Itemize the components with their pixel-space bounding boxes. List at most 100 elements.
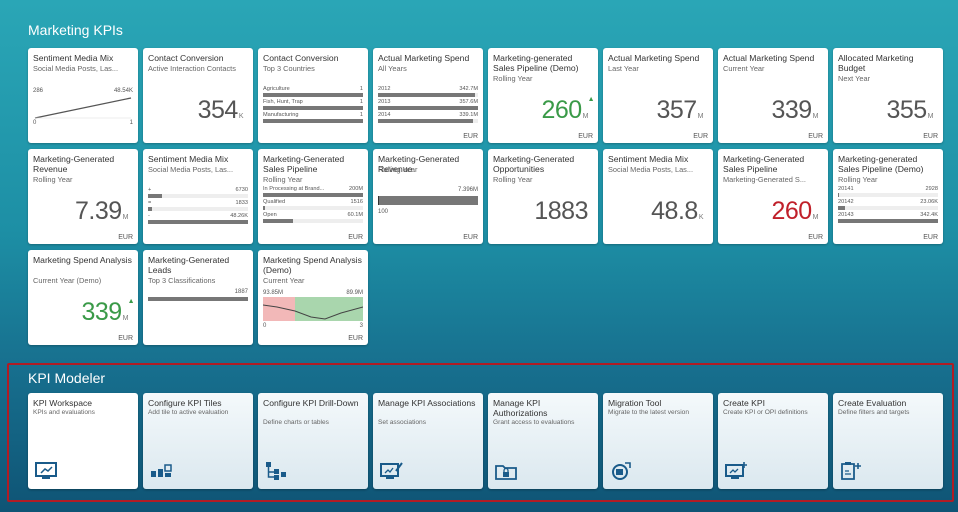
tile-subtitle: Top 3 Classifications	[148, 276, 216, 285]
bar-list: In Processing at Brand... 200M Qualified 1…	[263, 186, 363, 225]
tile-sales-pipeline-demo-bars[interactable]: Marketing-generated Sales Pipeline (Demo…	[833, 149, 943, 244]
tile-create-evaluation[interactable]: Create Evaluation Define filters and tar…	[833, 393, 943, 489]
tile-subtitle: Social Media Posts, Las...	[608, 165, 694, 174]
tile-mg-opportunities[interactable]: Marketing-Generated Opportunities Rollin…	[488, 149, 598, 244]
tile-title: Manage KPI Associations	[378, 398, 476, 408]
bar-row: 20143 342.4K	[838, 212, 938, 225]
bar-row: +6730	[148, 187, 248, 200]
currency-label: EUR	[923, 133, 938, 140]
tile-title: Sentiment Media Mix	[148, 154, 229, 164]
tile-subtitle: Define charts or tables	[263, 419, 329, 426]
bar-row: 2013 357.6M	[378, 99, 478, 112]
monitor-icon	[35, 462, 57, 479]
tile-title: Marketing-Generated Sales Pipeline	[723, 154, 805, 174]
currency-label: EUR	[118, 335, 133, 342]
bar-row: Fish, Hunt, Trap 1	[263, 99, 363, 112]
hierarchy-icon	[266, 462, 286, 480]
tile-title: Configure KPI Tiles	[148, 398, 222, 408]
tile-actual-spend-last-year[interactable]: Actual Marketing Spend Last Year 357M EU…	[603, 48, 713, 143]
tile-subtitle: Top 3 Countries	[263, 64, 315, 73]
bar-row: Open 60.1M	[263, 212, 363, 225]
kpi-modeler-title: KPI Modeler	[28, 370, 106, 386]
chart-x-end: 1	[129, 120, 133, 126]
tile-subtitle: Next Year	[838, 74, 871, 83]
tile-title: Manage KPI Authorizations	[493, 398, 548, 418]
tile-sentiment-media-mix-value[interactable]: Sentiment Media Mix Social Media Posts, …	[603, 149, 713, 244]
tile-marketing-generated-revenue[interactable]: Marketing-Generated Revenue Rolling Year…	[28, 149, 138, 244]
currency-label: EUR	[463, 234, 478, 241]
tile-migration-tool[interactable]: Migration Tool Migrate to the latest ver…	[603, 393, 713, 489]
bar-row: In Processing at Brand... 200M	[263, 186, 363, 199]
tile-manage-kpi-associations[interactable]: Manage KPI Associations Set associations	[373, 393, 483, 489]
tile-mg-sales-pipeline[interactable]: Marketing-Generated Sales Pipeline Rolli…	[258, 149, 368, 244]
tile-subtitle: Social Media Posts, Las...	[148, 165, 234, 174]
bar-row: -48.26K	[148, 213, 248, 226]
tile-title: Marketing-Generated Revenue	[378, 154, 460, 174]
tile-actual-spend-current-year[interactable]: Actual Marketing Spend Current Year 339M…	[718, 48, 828, 143]
leads-bar-value: 1887	[234, 289, 248, 295]
currency-label: EUR	[808, 234, 823, 241]
bar-list: +6730 = 1833 -48.26K	[148, 187, 248, 226]
tile-sentiment-media-mix-line[interactable]: Sentiment Media Mix Social Media Posts, …	[28, 48, 138, 143]
tile-marketing-spend-analysis[interactable]: Marketing Spend Analysis Current Year (D…	[28, 250, 138, 345]
tile-subtitle: Grant access to evaluations	[493, 419, 575, 426]
tile-mg-revenue-bullet[interactable]: Marketing-Generated Revenue Rolling Year…	[373, 149, 483, 244]
tile-subtitle: Create KPI or OPI definitions	[723, 409, 808, 416]
tile-subtitle: Define filters and targets	[838, 409, 910, 416]
migrate-icon	[612, 462, 631, 480]
tile-subtitle: Current Year (Demo)	[33, 276, 102, 285]
tile-title: Actual Marketing Spend	[723, 53, 815, 63]
tile-manage-kpi-authorizations[interactable]: Manage KPI Authorizations Grant access t…	[488, 393, 598, 489]
tile-configure-kpi-drilldown[interactable]: Configure KPI Drill-Down Define charts o…	[258, 393, 368, 489]
chart-x-end: 3	[359, 323, 363, 329]
tile-actual-marketing-spend-all[interactable]: Actual Marketing Spend All Years 2012 342…	[373, 48, 483, 143]
tile-subtitle: Last Year	[608, 64, 639, 73]
tile-title: Marketing-Generated Leads	[148, 255, 230, 275]
tile-sales-pipeline-demo[interactable]: Marketing-generated Sales Pipeline (Demo…	[488, 48, 598, 143]
tile-subtitle: Active Interaction Contacts	[148, 64, 236, 73]
currency-label: EUR	[693, 133, 708, 140]
tile-title: Sentiment Media Mix	[33, 53, 114, 63]
tile-subtitle: Rolling Year	[493, 74, 533, 83]
tile-subtitle: Rolling Year	[838, 175, 878, 184]
tile-title: Actual Marketing Spend	[608, 53, 700, 63]
chart-x-start: 0	[33, 120, 37, 126]
kpi-value: 357M	[656, 96, 703, 124]
leads-bar	[148, 297, 248, 301]
tile-contact-conversion[interactable]: Contact Conversion Active Interaction Co…	[143, 48, 253, 143]
tile-subtitle: KPIs and evaluations	[33, 409, 95, 416]
trend-up-icon: ▲	[127, 298, 135, 305]
tile-title: Contact Conversion	[148, 53, 224, 63]
tile-mg-sales-pipeline-value[interactable]: Marketing-Generated Sales Pipeline Marke…	[718, 149, 828, 244]
currency-label: EUR	[923, 234, 938, 241]
tile-contact-conversion-countries[interactable]: Contact Conversion Top 3 Countries Agric…	[258, 48, 368, 143]
tile-create-kpi[interactable]: Create KPI Create KPI or OPI definitions	[718, 393, 828, 489]
area-chart	[263, 297, 363, 321]
tile-title: Marketing-Generated Opportunities	[493, 154, 575, 174]
tiles-icon	[151, 464, 172, 477]
tile-title: Marketing-generated Sales Pipeline (Demo…	[493, 53, 579, 73]
kpi-value: 48.8K	[651, 197, 703, 225]
kpi-value: 354K	[197, 96, 244, 124]
currency-label: EUR	[808, 133, 823, 140]
tile-configure-kpi-tiles[interactable]: Configure KPI Tiles Add tile to active e…	[143, 393, 253, 489]
currency-label: EUR	[578, 133, 593, 140]
tile-allocated-budget[interactable]: Allocated Marketing Budget Next Year 355…	[833, 48, 943, 143]
tile-subtitle: Rolling Year	[33, 175, 73, 184]
bar-row: Manufacturing 1	[263, 112, 363, 125]
tile-title: Contact Conversion	[263, 53, 339, 63]
bar-row: 2014 339.1M	[378, 112, 478, 125]
tile-subtitle: Rolling Year	[378, 165, 418, 174]
chart-left-value: 93.85M	[263, 290, 284, 296]
bullet-bar	[378, 196, 478, 205]
tile-sentiment-media-mix-bars[interactable]: Sentiment Media Mix Social Media Posts, …	[143, 149, 253, 244]
tile-kpi-workspace[interactable]: KPI Workspace KPIs and evaluations	[28, 393, 138, 489]
currency-label: EUR	[348, 335, 363, 342]
kpi-value: 339M ▲	[81, 298, 134, 326]
tile-title: Configure KPI Drill-Down	[263, 398, 359, 408]
tile-title: Marketing Spend Analysis	[33, 255, 132, 265]
trend-up-icon: ▲	[587, 96, 595, 103]
tile-spend-analysis-demo[interactable]: Marketing Spend Analysis (Demo) Current …	[258, 250, 368, 345]
tile-mg-leads[interactable]: Marketing-Generated Leads Top 3 Classifi…	[143, 250, 253, 345]
tile-title: Create Evaluation	[838, 398, 907, 408]
